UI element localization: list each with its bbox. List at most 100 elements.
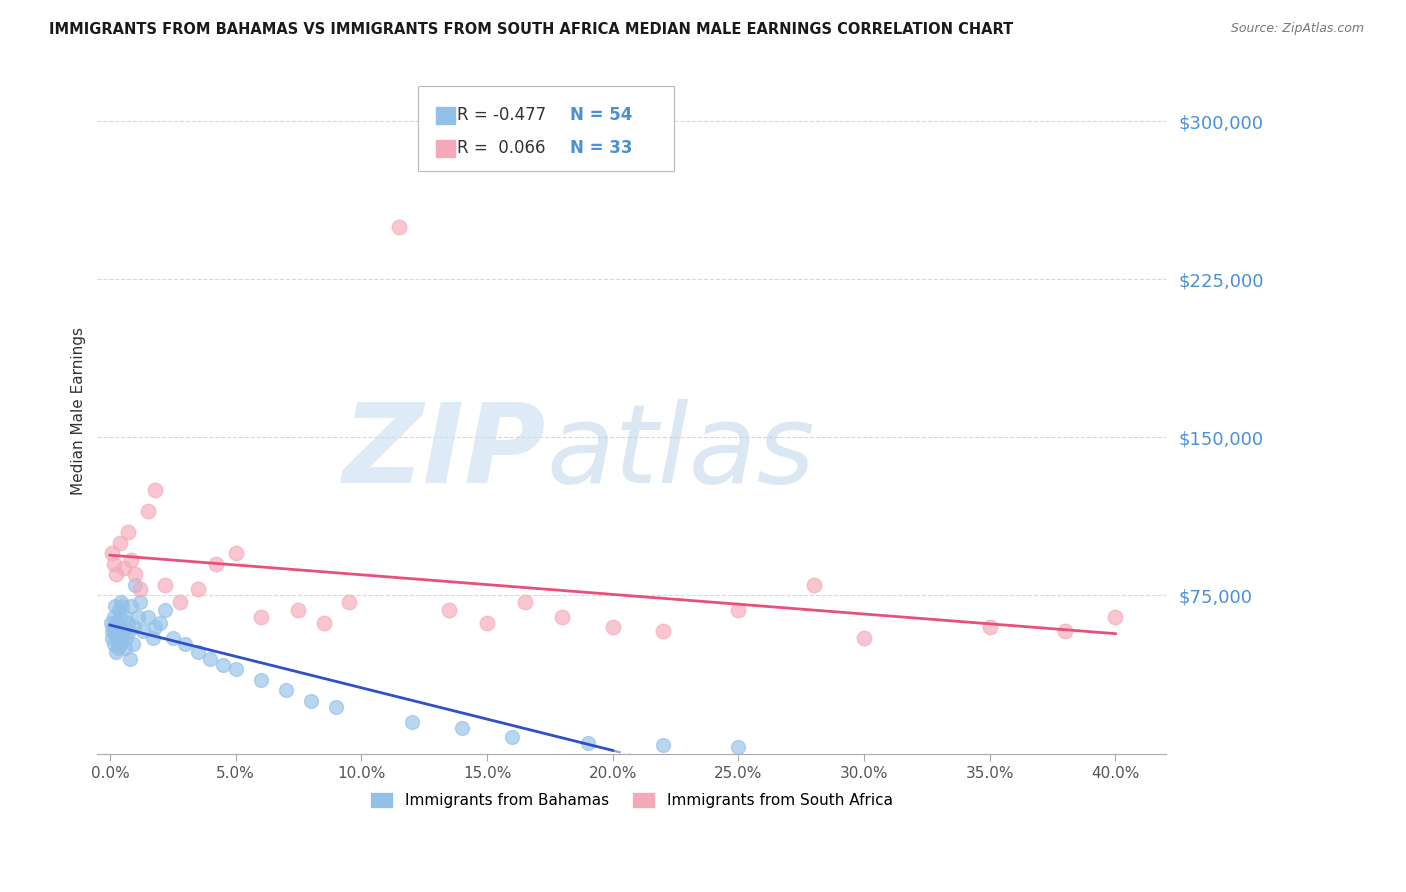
Point — [103, 637, 125, 651]
FancyBboxPatch shape — [436, 106, 454, 124]
Point — [136, 609, 159, 624]
Point — [602, 620, 624, 634]
Point — [325, 700, 347, 714]
Point — [212, 658, 235, 673]
Point — [853, 631, 876, 645]
Point — [155, 578, 177, 592]
Point — [249, 609, 271, 624]
Text: R =  0.066: R = 0.066 — [457, 139, 546, 157]
Point — [120, 552, 142, 566]
Point — [107, 603, 129, 617]
Point — [117, 525, 139, 540]
Point — [450, 721, 472, 735]
Text: N = 54: N = 54 — [569, 106, 631, 124]
Legend: Immigrants from Bahamas, Immigrants from South Africa: Immigrants from Bahamas, Immigrants from… — [364, 786, 900, 814]
Y-axis label: Median Male Earnings: Median Male Earnings — [72, 327, 86, 495]
Point — [143, 620, 166, 634]
Point — [513, 595, 536, 609]
Point — [111, 599, 134, 613]
Point — [401, 714, 423, 729]
Point — [129, 582, 152, 596]
Point — [100, 615, 122, 630]
Point — [200, 651, 222, 665]
Point — [124, 567, 146, 582]
Point — [169, 595, 191, 609]
Point — [127, 609, 149, 624]
Point — [110, 609, 132, 624]
Point — [101, 546, 124, 560]
Point — [225, 546, 247, 560]
Point — [501, 730, 523, 744]
Point — [107, 615, 129, 630]
Point — [117, 615, 139, 630]
Point — [727, 603, 749, 617]
Point — [114, 609, 136, 624]
Point — [652, 738, 675, 752]
Point — [274, 683, 297, 698]
Point — [142, 631, 165, 645]
Point — [225, 662, 247, 676]
Point — [439, 603, 461, 617]
Point — [187, 645, 209, 659]
Point — [388, 219, 411, 234]
Point — [120, 599, 142, 613]
Text: ZIP: ZIP — [343, 399, 546, 506]
Point — [143, 483, 166, 497]
Point — [103, 557, 125, 571]
Point — [124, 578, 146, 592]
Point — [803, 578, 825, 592]
Point — [204, 557, 226, 571]
Point — [122, 620, 145, 634]
Point — [187, 582, 209, 596]
Point — [337, 595, 360, 609]
Point — [114, 641, 136, 656]
Point — [576, 736, 599, 750]
Point — [131, 624, 153, 639]
Text: Source: ZipAtlas.com: Source: ZipAtlas.com — [1230, 22, 1364, 36]
Point — [105, 631, 128, 645]
Point — [107, 641, 129, 656]
Point — [118, 651, 141, 665]
Point — [475, 615, 498, 630]
Point — [115, 631, 138, 645]
Point — [129, 595, 152, 609]
Point — [101, 624, 124, 639]
Point — [108, 624, 131, 639]
Point — [111, 628, 134, 642]
Point — [155, 603, 177, 617]
Point — [312, 615, 335, 630]
Point — [652, 624, 675, 639]
Point — [104, 626, 127, 640]
Point — [108, 535, 131, 549]
Point — [979, 620, 1001, 634]
Point — [727, 740, 749, 755]
Text: R = -0.477: R = -0.477 — [457, 106, 547, 124]
Point — [1054, 624, 1077, 639]
Point — [103, 609, 125, 624]
Point — [105, 567, 128, 582]
Point — [112, 561, 135, 575]
Point — [149, 615, 172, 630]
Text: IMMIGRANTS FROM BAHAMAS VS IMMIGRANTS FROM SOUTH AFRICA MEDIAN MALE EARNINGS COR: IMMIGRANTS FROM BAHAMAS VS IMMIGRANTS FR… — [49, 22, 1014, 37]
Text: N = 33: N = 33 — [569, 139, 633, 157]
Point — [299, 694, 322, 708]
Point — [174, 637, 197, 651]
Point — [110, 595, 132, 609]
Point — [287, 603, 309, 617]
Point — [118, 624, 141, 639]
Point — [136, 504, 159, 518]
Point — [101, 631, 124, 645]
FancyBboxPatch shape — [436, 139, 454, 157]
Point — [101, 620, 124, 634]
Point — [162, 631, 184, 645]
Point — [551, 609, 574, 624]
Point — [121, 637, 143, 651]
Point — [249, 673, 271, 687]
Point — [105, 645, 128, 659]
Point — [104, 599, 127, 613]
Point — [1104, 609, 1126, 624]
Point — [108, 637, 131, 651]
Point — [112, 624, 135, 639]
Text: atlas: atlas — [546, 399, 814, 506]
FancyBboxPatch shape — [418, 86, 675, 171]
